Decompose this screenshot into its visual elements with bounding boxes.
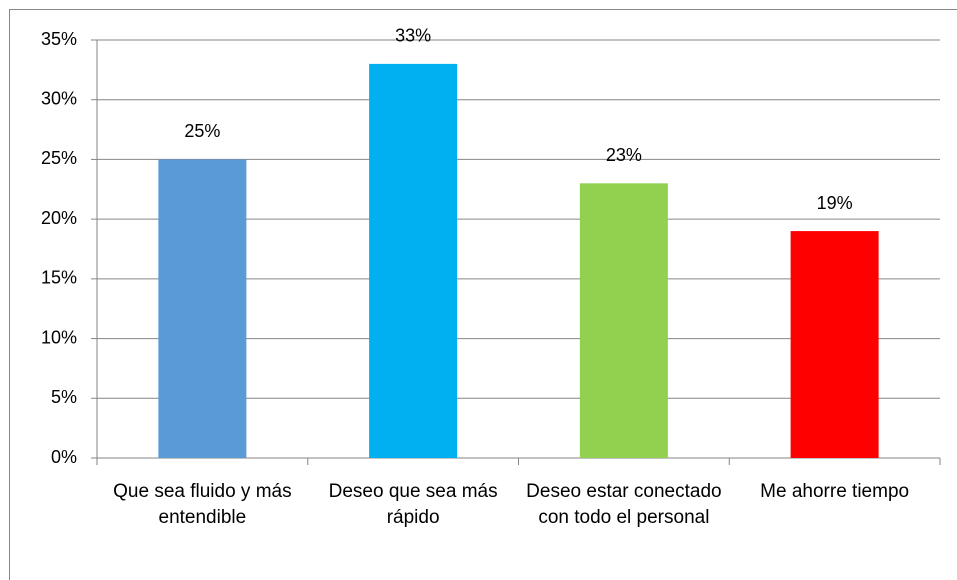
data-label: 33% <box>395 26 431 46</box>
bar <box>579 183 668 459</box>
x-tick-label: Deseo estar conectado con todo el person… <box>526 481 722 528</box>
y-tick-label: 30% <box>41 88 77 108</box>
y-tick-label: 5% <box>51 387 77 407</box>
data-label: 25% <box>184 121 220 141</box>
bar <box>369 63 458 459</box>
x-tick-label: Me ahorre tiempo <box>760 481 910 502</box>
bar <box>158 159 247 458</box>
x-tick-label: Que sea fluido y más entendible <box>113 481 292 528</box>
x-tick-label: Deseo que sea más rápido <box>328 481 498 528</box>
y-tick-label: 35% <box>41 29 77 49</box>
data-label: 19% <box>817 193 853 213</box>
y-tick-label: 10% <box>41 327 77 347</box>
y-tick-label: 25% <box>41 148 77 168</box>
chart-border <box>9 9 957 580</box>
y-tick-label: 15% <box>41 268 77 288</box>
y-tick-label: 0% <box>51 447 77 467</box>
data-label: 23% <box>606 145 642 165</box>
bar <box>790 231 879 458</box>
y-tick-label: 20% <box>41 208 77 228</box>
